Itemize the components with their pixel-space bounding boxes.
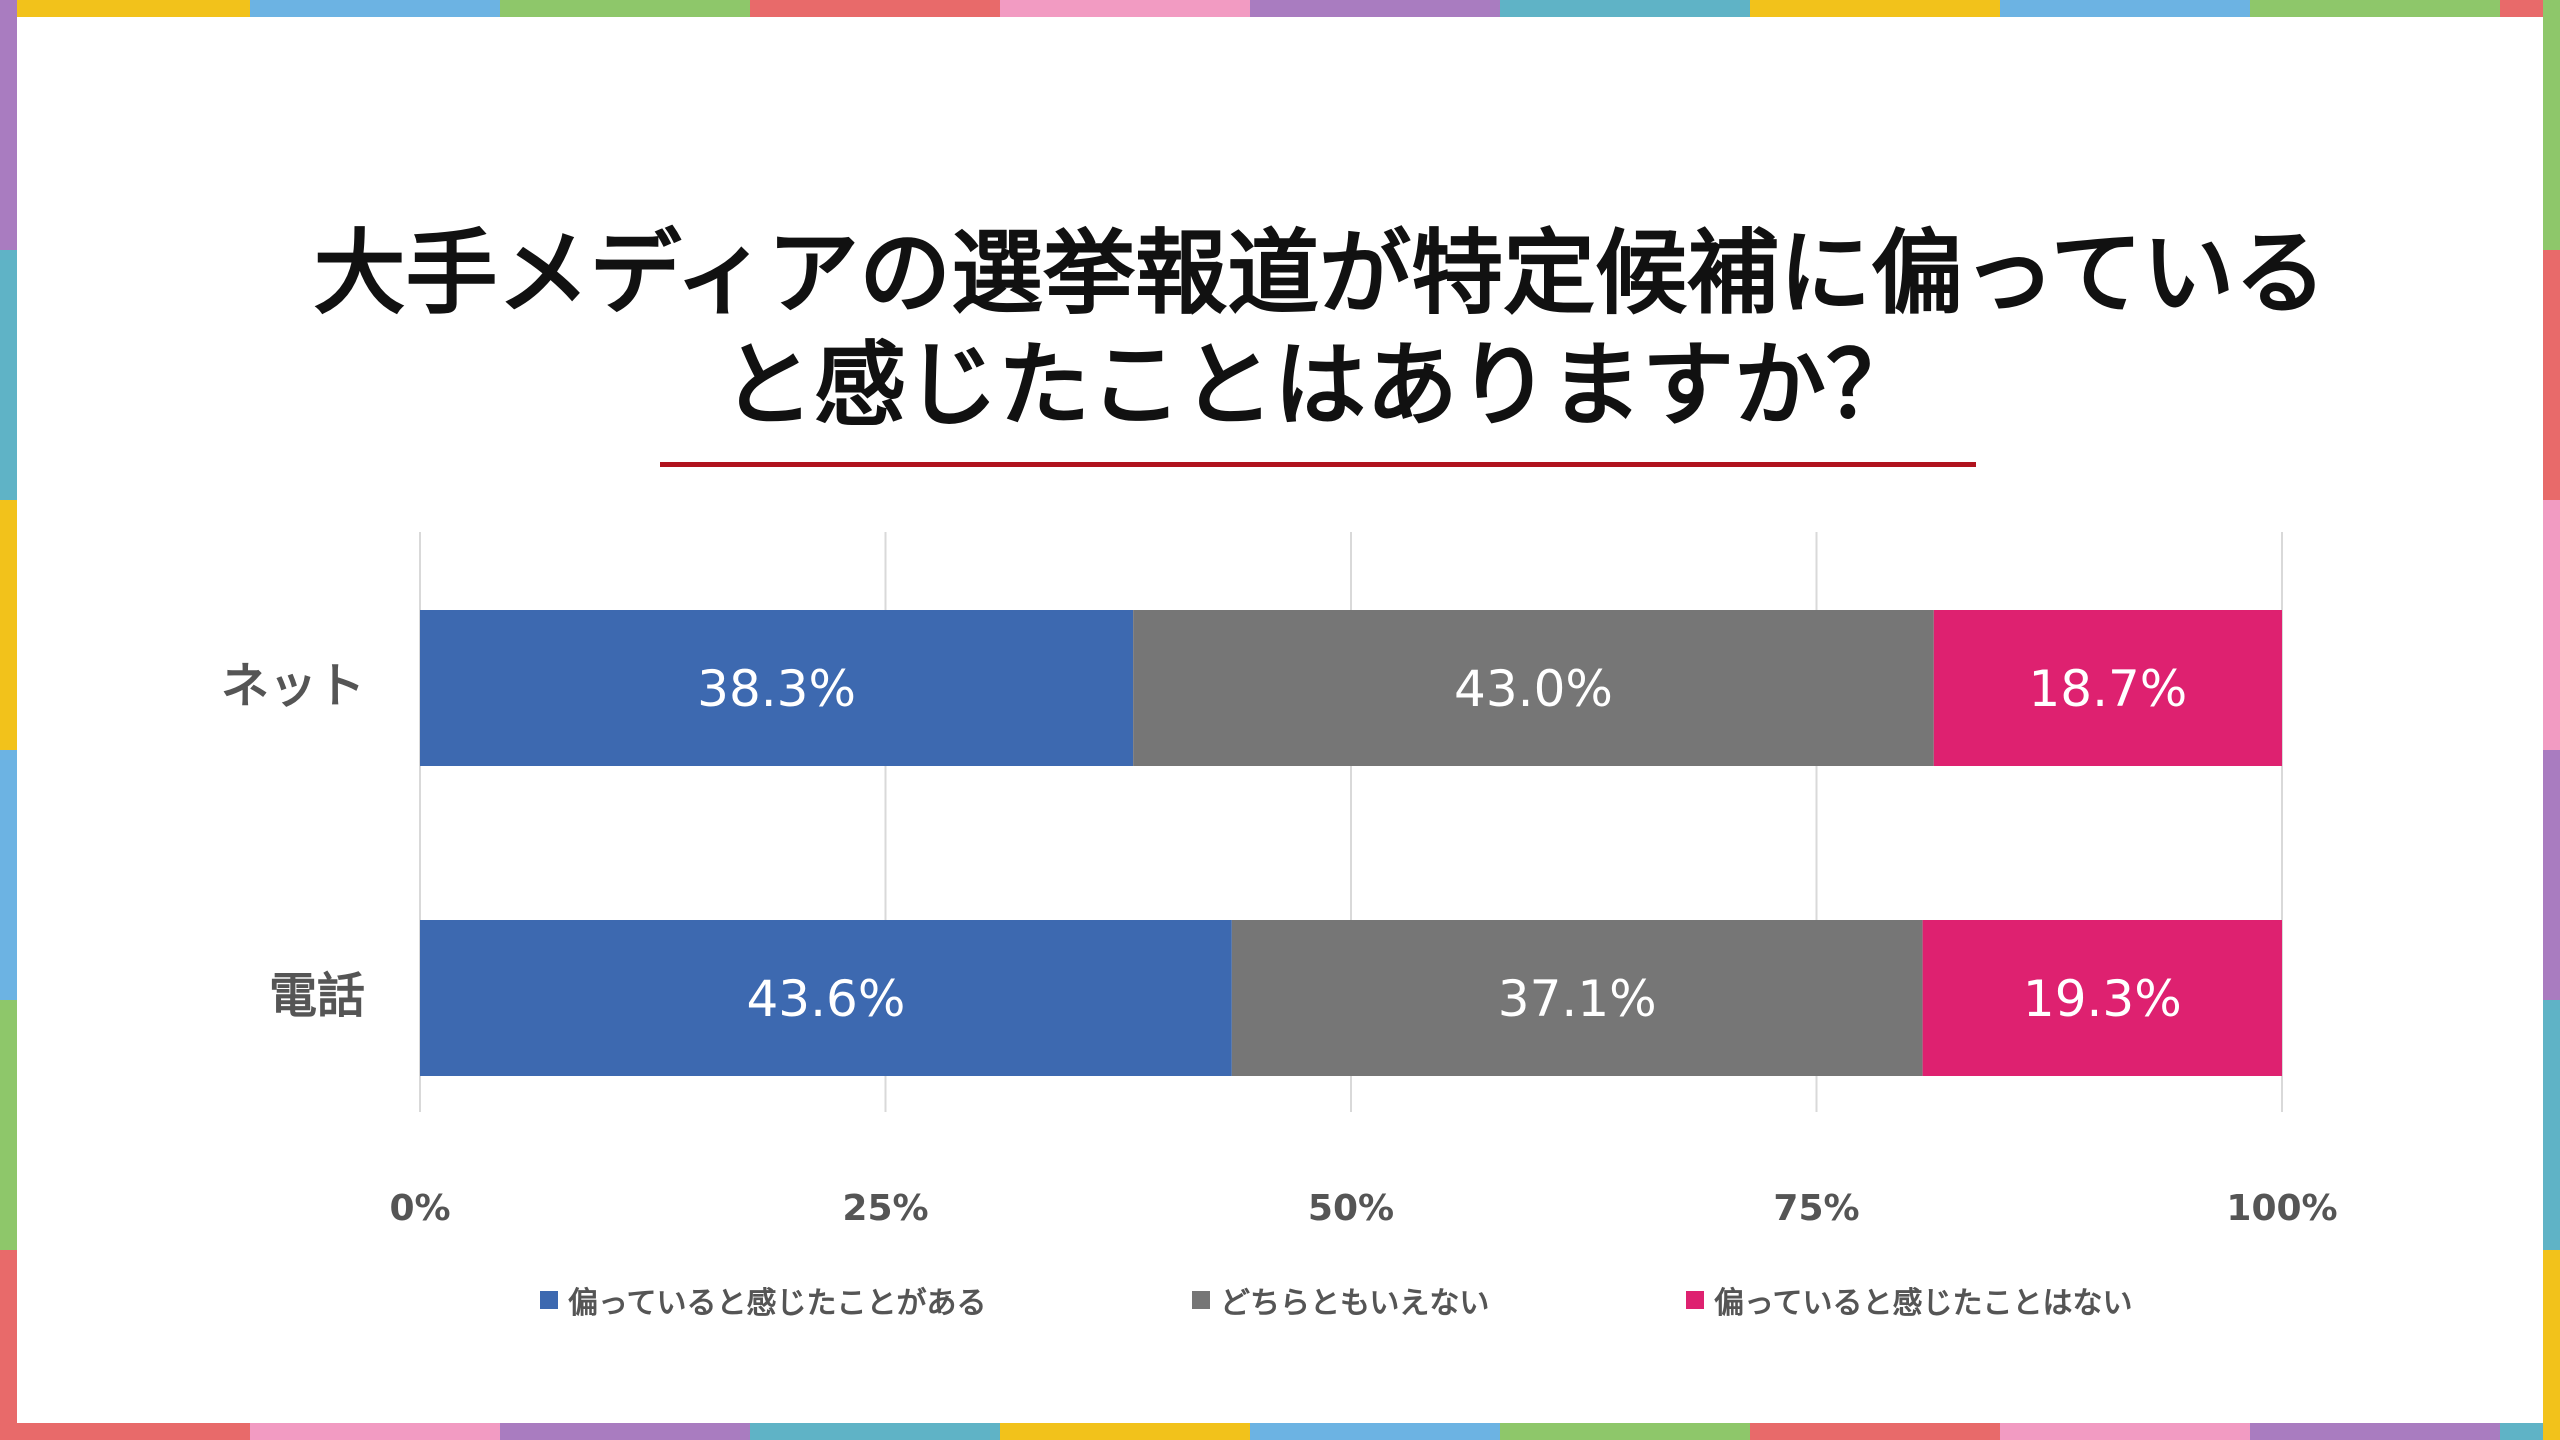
border-segment — [250, 1423, 500, 1440]
border-segment — [2543, 0, 2560, 250]
border-segment — [2543, 1250, 2560, 1440]
border-segment — [0, 750, 17, 1000]
x-tick-label: 50% — [1308, 1188, 1394, 1229]
bar-segment — [1133, 610, 1934, 766]
border-segment — [250, 0, 500, 17]
legend-label-3: 偏っていると感じたことはない — [1714, 1286, 2133, 1321]
border-segment — [2250, 1423, 2500, 1440]
border-segment — [750, 0, 1000, 17]
x-tick-label: 0% — [389, 1188, 450, 1229]
legend-label-2: どちらともいえない — [1220, 1286, 1490, 1321]
border-segment — [2543, 1000, 2560, 1250]
data-label: 37.1% — [1498, 970, 1657, 1028]
border-segment — [1000, 1423, 1250, 1440]
bar-segment — [1231, 920, 1923, 1076]
x-tick-label: 75% — [1773, 1188, 1859, 1229]
data-label: 38.3% — [697, 660, 856, 718]
y-category-label: ネット — [221, 658, 365, 714]
legend-item-2: どちらともいえない — [1192, 1283, 1489, 1321]
legend-swatch-1 — [540, 1291, 558, 1309]
legend-label-1: 偏っていると感じたことがある — [568, 1286, 987, 1321]
border-segment — [1750, 1423, 2000, 1440]
border-segment — [500, 1423, 750, 1440]
border-segment — [1750, 0, 2000, 17]
border-segment — [0, 1423, 250, 1440]
x-tick-label: 25% — [842, 1188, 928, 1229]
border-segment — [0, 250, 17, 500]
border-segment — [1250, 0, 1500, 17]
legend-swatch-2 — [1192, 1291, 1210, 1309]
border-segment — [750, 1423, 1000, 1440]
border-segment — [500, 0, 750, 17]
legend-item-3: 偏っていると感じたことはない — [1686, 1283, 2133, 1321]
border-segment — [2543, 750, 2560, 1000]
border-segment — [0, 0, 17, 250]
title-line-2: と感じたことはありますか？ — [721, 332, 1918, 439]
title-underline — [660, 462, 1976, 467]
y-category-label: 電話 — [269, 968, 365, 1024]
border-segment — [1000, 0, 1250, 17]
data-label: 43.6% — [746, 970, 905, 1028]
legend-item-1: 偏っていると感じたことがある — [540, 1283, 987, 1321]
data-label: 43.0% — [1454, 660, 1613, 718]
chart-title: 大手メディアの選挙報道が特定候補に偏っている と感じたことはありますか？ — [0, 218, 2560, 442]
border-segment — [1500, 0, 1750, 17]
x-tick-label: 100% — [2226, 1188, 2337, 1229]
border-segment — [2000, 1423, 2250, 1440]
data-label: 18.7% — [2028, 660, 2187, 718]
border-segment — [2543, 250, 2560, 500]
bar-segment — [420, 920, 1232, 1076]
title-line-1: 大手メディアの選挙報道が特定候補に偏っている — [313, 220, 2327, 327]
legend-swatch-3 — [1686, 1291, 1704, 1309]
data-label: 19.3% — [2023, 970, 2182, 1028]
bar-segment — [1922, 920, 2282, 1076]
border-segment — [0, 1000, 17, 1250]
border-segment — [0, 1250, 17, 1440]
border-segment — [0, 500, 17, 750]
bar-segment — [1933, 610, 2282, 766]
border-segment — [1500, 1423, 1750, 1440]
border-segment — [0, 0, 250, 17]
border-segment — [2250, 0, 2500, 17]
bar-segment — [420, 610, 1134, 766]
border-segment — [2543, 500, 2560, 750]
border-segment — [2000, 0, 2250, 17]
border-segment — [1250, 1423, 1500, 1440]
